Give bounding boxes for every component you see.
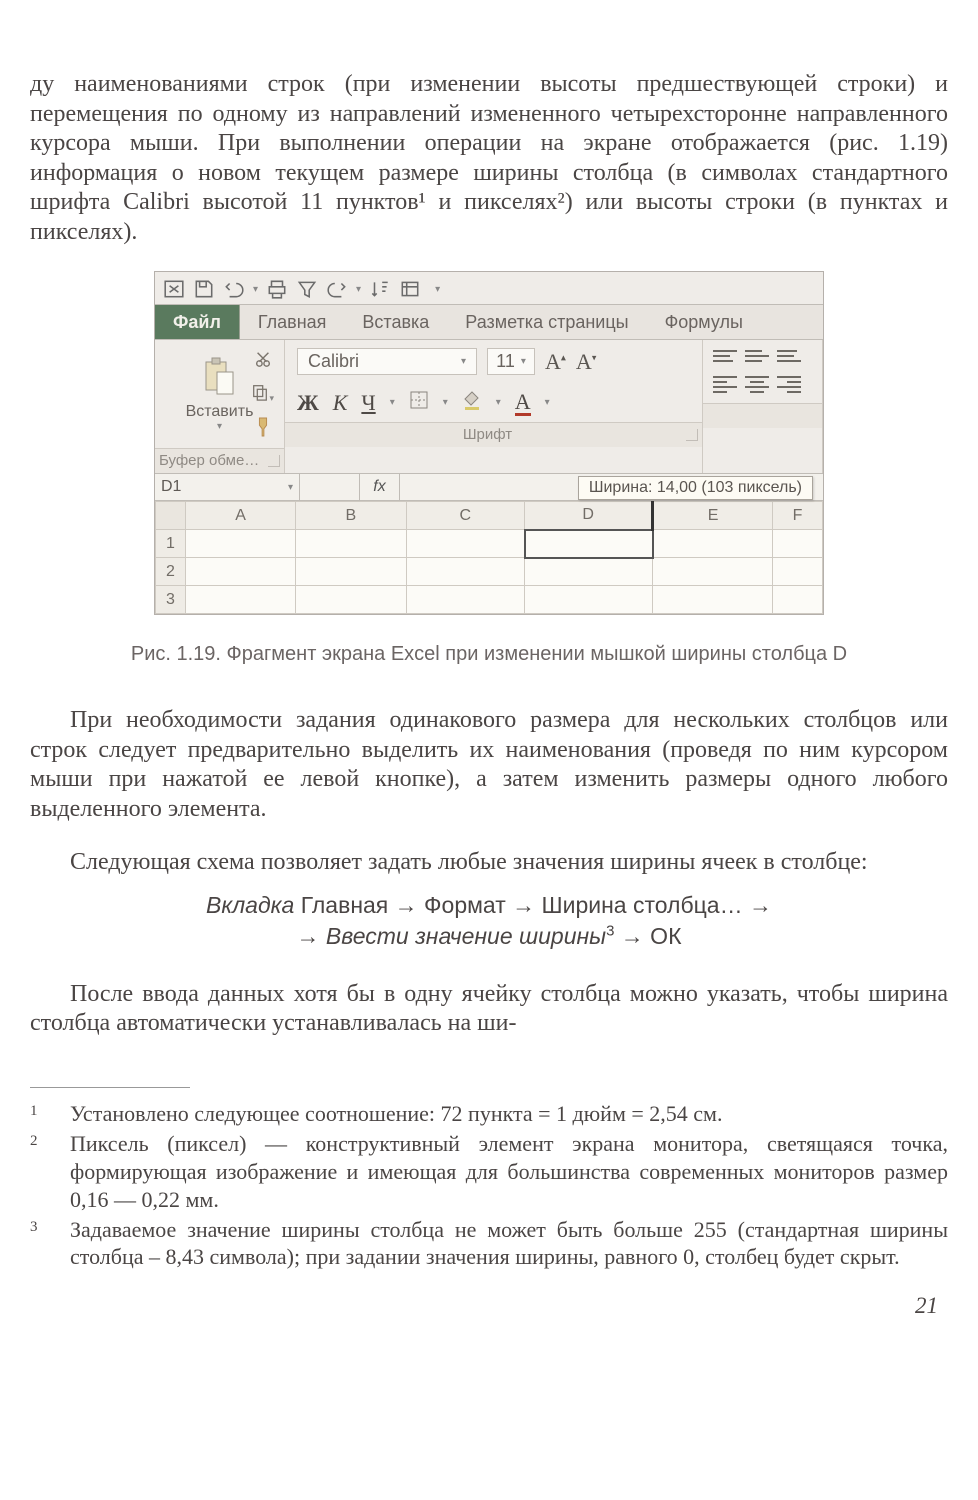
align-center-icon[interactable] (745, 376, 769, 393)
excel-logo-icon (163, 278, 185, 300)
name-box[interactable]: D1▾ (155, 474, 300, 500)
footnote-1: Установлено следующее соотношение: 72 пу… (70, 1100, 948, 1128)
tab-formulas[interactable]: Формулы (647, 305, 761, 339)
intro-paragraph: ду наименованиями строк (при изменении в… (30, 70, 948, 247)
font-size-selector[interactable]: 11▾ (487, 348, 535, 375)
grow-font-icon[interactable]: A▴ (545, 349, 566, 375)
align-right-icon[interactable] (777, 376, 801, 393)
undo-dropdown-icon[interactable]: ▾ (253, 284, 258, 295)
col-header-f[interactable]: F (773, 502, 823, 530)
redo-dropdown-icon[interactable]: ▾ (356, 284, 361, 295)
print-preview-icon[interactable] (266, 278, 288, 300)
footnote-3: Задаваемое значение ширины столбца не мо… (70, 1216, 948, 1272)
col-header-e[interactable]: E (653, 502, 773, 530)
shrink-font-icon[interactable]: A▾ (576, 349, 596, 375)
name-box-value: D1 (161, 478, 181, 496)
undo-icon[interactable] (223, 278, 245, 300)
group-font: Calibri▾ 11▾ A▴ A▾ Ж К Ч▾ ▾ ▾ A▾ Шр (285, 340, 703, 473)
bold-button[interactable]: Ж (297, 390, 319, 416)
borders-icon[interactable] (409, 390, 429, 416)
group-clipboard-label: Буфер обме… (159, 452, 259, 469)
row-header-2[interactable]: 2 (156, 558, 186, 586)
tab-home[interactable]: Главная (240, 305, 345, 339)
font-name-selector[interactable]: Calibri▾ (297, 348, 477, 375)
group-clipboard: Вставить ▾ ▾ Буфер обме… (155, 340, 285, 473)
cell-d1[interactable] (525, 530, 653, 558)
copy-icon[interactable]: ▾ (251, 383, 274, 406)
group-font-label: Шрифт (289, 426, 686, 443)
excel-screenshot: ▾ ▾ ▾ Файл Главная Вставка Разметка стра… (154, 271, 824, 615)
tab-file[interactable]: Файл (155, 305, 240, 339)
row-header-1[interactable]: 1 (156, 530, 186, 558)
qat-customize-icon[interactable]: ▾ (435, 284, 440, 295)
footnote-separator (30, 1087, 190, 1088)
scheme-line2-end: → ОК (614, 923, 681, 949)
paragraph-2: При необходимости задания одинакового ра… (30, 706, 948, 824)
col-header-d[interactable]: D (525, 502, 653, 530)
font-launcher-icon[interactable] (686, 429, 698, 441)
scheme-line2-italic: → Ввести значение ширины (297, 923, 607, 949)
page-number: 21 (30, 1293, 948, 1319)
align-middle-icon[interactable] (745, 350, 769, 362)
group-alignment (703, 340, 823, 473)
col-header-a[interactable]: A (186, 502, 296, 530)
width-tooltip: Ширина: 14,00 (103 пиксель) (578, 476, 813, 500)
fx-icon[interactable]: fx (360, 474, 400, 500)
col-header-c[interactable]: C (406, 502, 525, 530)
align-left-icon[interactable] (713, 376, 737, 393)
fill-color-icon[interactable] (462, 390, 482, 416)
select-all-corner[interactable] (156, 502, 186, 530)
font-name-value: Calibri (308, 351, 359, 372)
paste-icon[interactable] (201, 356, 237, 401)
paragraph-3: Следующая схема позволяет задать любые з… (30, 848, 948, 878)
format-painter-icon[interactable] (254, 416, 272, 443)
paste-label[interactable]: Вставить (186, 403, 254, 421)
italic-button[interactable]: К (333, 390, 348, 416)
formula-bar: D1▾ fx Ширина: 14,00 (103 пиксель) (155, 474, 823, 501)
row-header-3[interactable]: 3 (156, 586, 186, 614)
tab-page-layout[interactable]: Разметка страницы (447, 305, 646, 339)
ribbon: Вставить ▾ ▾ Буфер обме… Calibri▾ (155, 340, 823, 474)
figure-caption: Рис. 1.19. Фрагмент экрана Excel при изм… (30, 643, 948, 666)
col-header-b[interactable]: B (296, 502, 406, 530)
scheme-block: Вкладка Главная → Формат → Ширина столбц… (30, 890, 948, 952)
paste-dropdown-icon[interactable]: ▾ (217, 421, 222, 432)
sort-icon[interactable] (369, 278, 391, 300)
font-color-icon[interactable]: A (515, 389, 531, 416)
toolbar-misc-icon[interactable] (399, 278, 421, 300)
footnote-2: Пиксель (пиксел) — конструктивный элемен… (70, 1130, 948, 1214)
quick-access-toolbar: ▾ ▾ ▾ (155, 272, 823, 304)
underline-button[interactable]: Ч (361, 390, 375, 416)
worksheet-grid[interactable]: A B C D E F 1 2 3 (155, 501, 823, 614)
formula-input[interactable]: Ширина: 14,00 (103 пиксель) (400, 474, 823, 500)
font-size-value: 11 (496, 351, 515, 372)
filter-icon[interactable] (296, 278, 318, 300)
save-icon[interactable] (193, 278, 215, 300)
clipboard-launcher-icon[interactable] (268, 455, 280, 467)
align-top-icon[interactable] (713, 350, 737, 362)
paragraph-4: После ввода данных хотя бы в одну ячейку… (30, 980, 948, 1039)
scheme-line1-italic: Вкладка (206, 892, 301, 918)
tab-insert[interactable]: Вставка (344, 305, 447, 339)
align-bottom-icon[interactable] (777, 350, 801, 362)
redo-icon[interactable] (326, 278, 348, 300)
cut-icon[interactable] (254, 350, 272, 373)
scheme-line1-rest: Главная → Формат → Ширина столбца… → (301, 892, 772, 918)
ribbon-tabs: Файл Главная Вставка Разметка страницы Ф… (155, 304, 823, 340)
footnotes: 1Установлено следующее соотношение: 72 п… (30, 1100, 948, 1272)
